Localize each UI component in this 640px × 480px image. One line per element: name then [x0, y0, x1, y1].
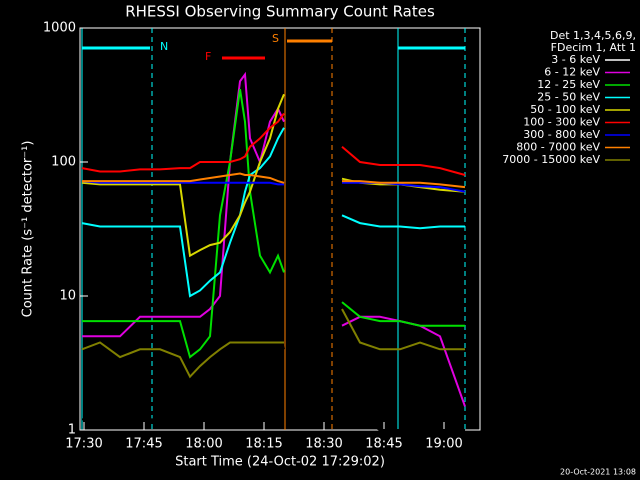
legend-header: FDecim 1, Att 1	[551, 41, 636, 54]
series-line	[82, 172, 466, 189]
y-tick-label: 1000	[43, 21, 76, 36]
x-tick-label: 17:30	[65, 437, 102, 452]
legend-label: 25 - 50 keV	[537, 91, 600, 104]
y-tick-label: 100	[51, 155, 76, 170]
y-axis-label: Count Rate (s⁻¹ detector⁻¹)	[21, 141, 36, 318]
series-line	[81, 112, 466, 176]
annotation: N	[160, 40, 168, 53]
legend-label: 800 - 7000 keV	[516, 141, 600, 154]
legend-header: Det 1,3,4,5,6,9,	[550, 29, 636, 42]
x-tick-label: 18:30	[305, 437, 342, 452]
legend-label: 6 - 12 keV	[544, 66, 600, 79]
series-line	[81, 180, 466, 193]
legend-label: 50 - 100 keV	[530, 103, 600, 116]
x-tick-label: 17:45	[125, 437, 162, 452]
legend-label: 7000 - 15000 keV	[502, 153, 600, 166]
annotation: S	[272, 32, 279, 45]
annotation: F	[205, 50, 211, 63]
x-tick-label: 18:45	[365, 437, 402, 452]
x-tick-label: 19:00	[425, 437, 462, 452]
chart-title: RHESSI Observing Summary Count Rates	[125, 3, 435, 21]
x-tick-label: 18:15	[245, 437, 282, 452]
footer: 20-Oct-2021 13:08	[560, 468, 636, 477]
legend-label: 300 - 800 keV	[523, 128, 600, 141]
plot-frame	[79, 27, 481, 431]
legend-label: 3 - 6 keV	[551, 53, 600, 66]
legend-label: 100 - 300 keV	[523, 116, 600, 129]
x-tick-label: 18:00	[185, 437, 222, 452]
series-line	[81, 308, 465, 379]
legend-label: 12 - 25 keV	[537, 78, 600, 91]
series-line	[82, 228, 465, 431]
series-line	[81, 127, 465, 298]
x-axis-label: Start Time (24-Oct-02 17:29:02)	[175, 455, 385, 470]
y-tick-label: 1	[68, 423, 76, 438]
series-line	[81, 93, 466, 258]
y-tick-label: 10	[59, 289, 76, 304]
